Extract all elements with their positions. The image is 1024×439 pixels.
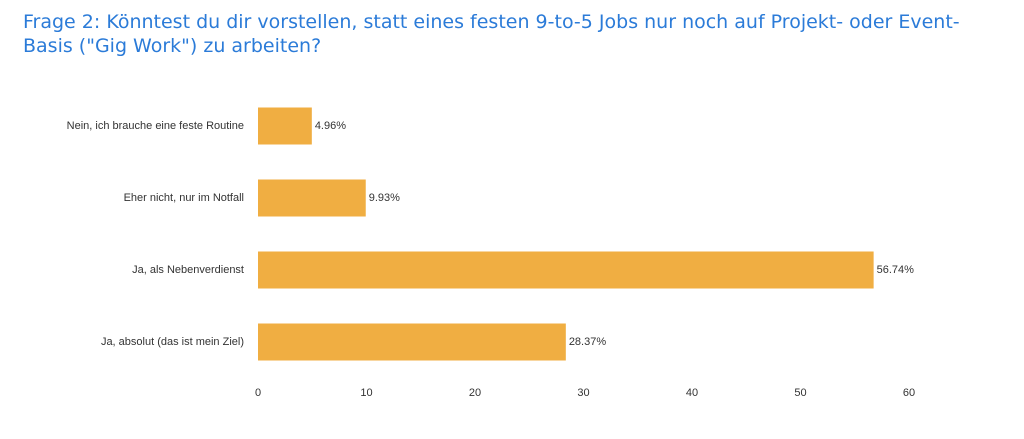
data-label-2: 9.93% <box>369 192 400 204</box>
data-labels: 4.96% 9.93% 56.74% 28.37% <box>315 120 914 348</box>
data-label-3: 56.74% <box>877 264 915 276</box>
bars-layer <box>258 107 874 361</box>
bar-3 <box>258 251 874 289</box>
data-label-1: 4.96% <box>315 120 346 132</box>
x-tick-label-30: 30 <box>577 387 589 399</box>
x-tick-label-20: 20 <box>469 387 481 399</box>
category-label-2: Eher nicht, nur im Notfall <box>124 192 244 204</box>
category-label-3: Ja, als Nebenverdienst <box>132 264 244 276</box>
x-tick-label-50: 50 <box>794 387 806 399</box>
x-tick-label-40: 40 <box>686 387 698 399</box>
x-tick-label-60: 60 <box>903 387 915 399</box>
bar-1 <box>258 107 312 145</box>
x-tick-label-0: 0 <box>255 387 261 399</box>
bar-2 <box>258 179 366 217</box>
bar-4 <box>258 323 566 361</box>
x-tick-label-10: 10 <box>360 387 372 399</box>
category-label-4: Ja, absolut (das ist mein Ziel) <box>101 336 244 348</box>
data-label-4: 28.37% <box>569 336 607 348</box>
chart-title: Frage 2: Könntest du dir vorstellen, sta… <box>23 11 960 57</box>
x-axis-ticks: 0 10 20 30 40 50 60 <box>255 387 915 399</box>
category-label-1: Nein, ich brauche eine feste Routine <box>67 120 244 132</box>
category-labels: Nein, ich brauche eine feste Routine Eher… <box>67 120 244 348</box>
